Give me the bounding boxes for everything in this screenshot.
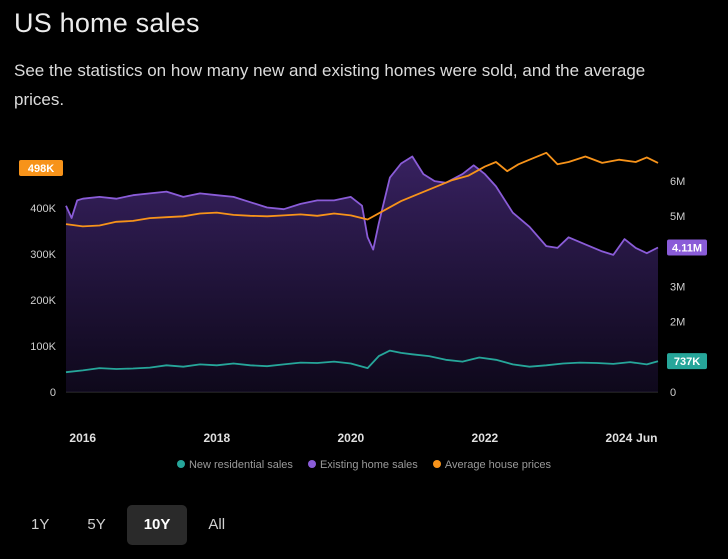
legend-label: Existing home sales [319, 459, 418, 471]
new-residential-sales-line[interactable] [65, 349, 659, 374]
legend-label: New residential sales [188, 459, 293, 471]
time-range-selector: 1Y 5Y 10Y All [14, 505, 246, 545]
new-residential-sales-last-value: 737K [674, 356, 700, 368]
x-axis-tick-label: 2024 [606, 431, 633, 445]
right-axis-tick-label: 3M [670, 282, 685, 294]
x-axis-tick-label: 2018 [203, 431, 230, 445]
existing-home-sales-area [66, 156, 658, 392]
left-axis-tick-label: 0 [50, 387, 56, 399]
x-axis-tick-label: 2020 [337, 431, 364, 445]
right-axis-tick-label: 2M [670, 317, 685, 329]
left-axis-tick-label: 200K [30, 295, 56, 307]
x-axis-tick-label: Jun [636, 431, 657, 445]
range-button-1y[interactable]: 1Y [31, 516, 50, 533]
legend-dot-icon [432, 460, 441, 468]
chart-legend: New residential sales Existing home sale… [0, 459, 728, 471]
average-house-prices-last-value-bg [19, 160, 63, 176]
right-axis-tick-label: 5M [670, 211, 685, 223]
legend-item-new-residential-sales[interactable]: New residential sales [176, 459, 293, 471]
legend-item-existing-home-sales[interactable]: Existing home sales [307, 459, 418, 471]
page-subtitle: See the statistics on how many new and e… [14, 61, 646, 109]
x-axis-tick-label: 2022 [472, 431, 499, 445]
right-axis-tick-label: 6M [670, 176, 685, 188]
legend-dot-icon [176, 460, 185, 468]
legend-item-average-house-prices[interactable]: Average house prices [432, 459, 552, 471]
left-axis-tick-label: 300K [30, 249, 56, 261]
range-button-10y[interactable]: 10Y [126, 505, 188, 545]
right-axis-tick-label: 0 [670, 387, 676, 399]
average-house-prices-line[interactable] [65, 151, 659, 228]
existing-home-sales-last-value: 4.11M [672, 243, 702, 255]
range-button-all[interactable]: All [208, 516, 226, 533]
range-button-5y[interactable]: 5Y [87, 516, 106, 533]
left-axis-tick-label: 400K [30, 203, 56, 215]
left-axis-tick-label: 100K [30, 341, 56, 353]
existing-home-sales-line[interactable] [65, 155, 659, 256]
x-axis-tick-label: 2016 [69, 431, 96, 445]
home-sales-chart: 0100K200K300K400K01M2M3M4M5M6M2016201820… [19, 151, 707, 445]
new-residential-sales-last-value-bg [667, 353, 707, 370]
average-house-prices-last-value: 498K [28, 163, 54, 175]
legend-dot-icon [307, 460, 316, 468]
existing-home-sales-last-value-bg [667, 239, 707, 256]
page-title: US home sales [14, 8, 200, 38]
legend-label: Average house prices [444, 459, 552, 471]
